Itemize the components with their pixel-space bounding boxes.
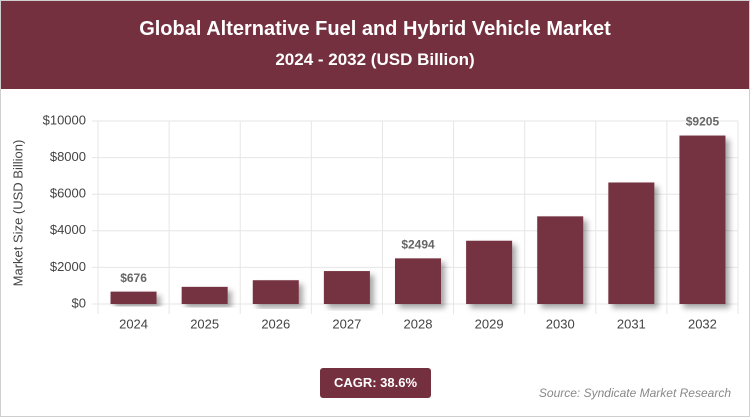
chart-subtitle: 2024 - 2032 (USD Billion) [275,50,475,69]
bar [608,182,655,304]
x-tick-label: 2025 [190,316,219,331]
x-tick-label: 2024 [119,316,148,331]
cagr-badge: CAGR: 38.6% [320,368,431,398]
x-tick-label: 2031 [617,316,646,331]
y-tick-label: $0 [72,295,86,310]
y-tick-label: $6000 [50,186,86,201]
bar [181,286,228,304]
chart-title: Global Alternative Fuel and Hybrid Vehic… [139,18,611,40]
y-tick-label: $4000 [50,222,86,237]
bar [395,258,441,304]
bar [110,291,157,304]
header: Global Alternative Fuel and Hybrid Vehic… [1,1,749,89]
y-tick-label: $8000 [50,149,86,164]
x-tick-label: 2029 [475,316,504,331]
y-axis-label: Market Size (USD Billion) [10,140,25,287]
value-label: $676 [120,271,147,285]
bar [323,271,370,304]
source-note: Source: Syndicate Market Research [538,386,731,400]
y-tick-label: $2000 [50,259,86,274]
x-tick-label: 2030 [546,316,575,331]
bar [252,280,299,304]
value-label: $9205 [686,115,720,129]
bar [537,216,584,304]
x-tick-label: 2028 [404,316,433,331]
x-tick-label: 2027 [332,316,361,331]
bar [466,240,513,304]
x-tick-label: 2026 [261,316,290,331]
bar [679,135,726,304]
x-tick-label: 2032 [688,316,717,331]
y-tick-label: $10000 [43,112,86,127]
value-label: $2494 [401,238,435,252]
